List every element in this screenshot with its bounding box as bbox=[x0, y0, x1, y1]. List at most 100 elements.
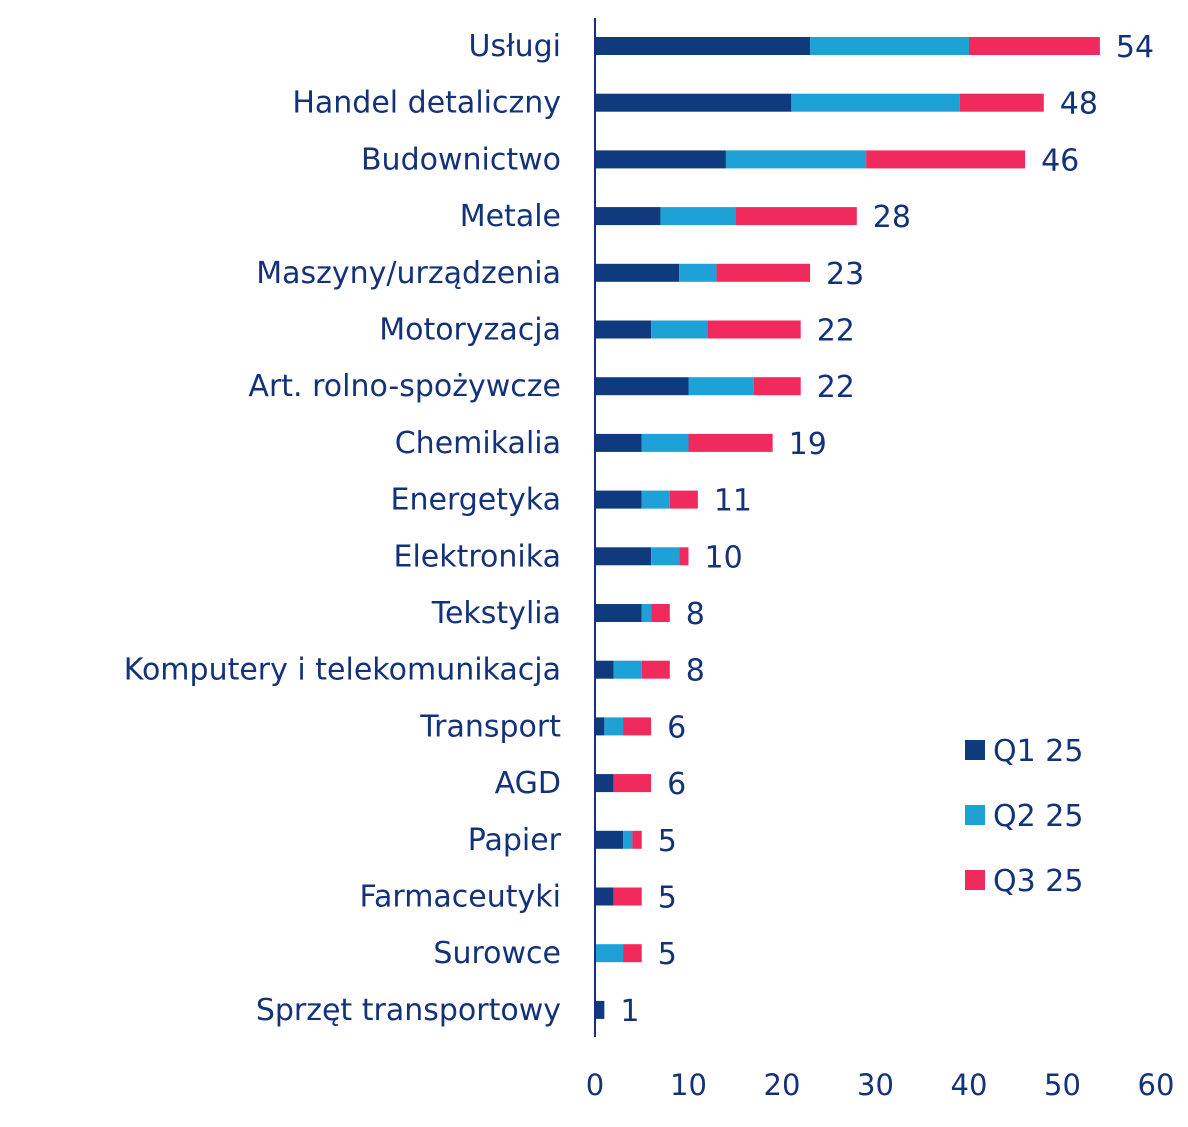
total-value-label: 8 bbox=[686, 654, 705, 689]
category-label: Art. rolno-spożywcze bbox=[248, 369, 561, 404]
bar-segment-q2-25 bbox=[595, 944, 624, 963]
total-value-label: 5 bbox=[658, 937, 677, 972]
category-labels: Usługi Handel detaliczny Budownictwo Metale… bbox=[124, 29, 562, 1028]
legend-label: Q1 25 bbox=[993, 734, 1083, 769]
x-tick-label: 10 bbox=[670, 1068, 707, 1102]
category-label: Maszyny/urządzenia bbox=[256, 256, 561, 291]
legend-label: Q2 25 bbox=[993, 799, 1083, 834]
category-label: Farmaceutyki bbox=[360, 880, 562, 915]
category-label: AGD bbox=[495, 766, 561, 801]
bar-segment-q3-25 bbox=[632, 830, 642, 849]
legend-swatch bbox=[965, 805, 985, 825]
total-value-label: 1 bbox=[620, 994, 639, 1029]
bar-segment-q1-25 bbox=[595, 37, 811, 55]
bar-segment-q3-25 bbox=[679, 547, 689, 566]
bar-segment-q1-25 bbox=[595, 604, 642, 622]
total-value-label: 48 bbox=[1060, 87, 1098, 122]
category-label: Budownictwo bbox=[361, 142, 561, 177]
bar-segment-q3-25 bbox=[969, 37, 1100, 55]
legend-swatch bbox=[965, 870, 985, 890]
x-tick-label: 20 bbox=[764, 1068, 801, 1102]
category-label: Papier bbox=[468, 823, 562, 858]
bar-segment-q2-25 bbox=[623, 830, 633, 849]
bar-segment-q3-25 bbox=[735, 207, 857, 226]
bar-segment-q1-25 bbox=[595, 774, 614, 793]
category-label: Elektronika bbox=[394, 539, 562, 574]
legend-swatch bbox=[965, 740, 985, 760]
bar-segment-q2-25 bbox=[651, 547, 680, 566]
x-axis-tick-labels: 0 10 20 30 40 50 60 bbox=[586, 1068, 1175, 1102]
category-label: Motoryzacja bbox=[379, 313, 561, 348]
bar-segment-q1-25 bbox=[595, 830, 624, 849]
bar-segment-q2-25 bbox=[810, 37, 969, 55]
total-value-label: 5 bbox=[658, 881, 677, 916]
bar-segment-q3-25 bbox=[959, 93, 1044, 112]
total-value-label: 6 bbox=[667, 710, 686, 745]
total-value-label: 6 bbox=[667, 767, 686, 802]
category-label: Sprzęt transportowy bbox=[256, 993, 561, 1028]
bar-segment-q1-25 bbox=[595, 433, 642, 452]
bar-segment-q3-25 bbox=[641, 660, 670, 679]
category-label: Handel detaliczny bbox=[292, 86, 561, 121]
category-label: Surowce bbox=[433, 936, 561, 971]
bars-group bbox=[595, 37, 1100, 1019]
bar-segment-q2-25 bbox=[791, 93, 960, 112]
bar-segment-q2-25 bbox=[688, 377, 754, 396]
bar-segment-q1-25 bbox=[595, 717, 605, 736]
bar-segment-q3-25 bbox=[707, 320, 801, 339]
x-tick-label: 60 bbox=[1138, 1068, 1175, 1102]
category-label: Tekstylia bbox=[431, 596, 561, 631]
bar-segment-q1-25 bbox=[595, 1000, 605, 1019]
total-value-label: 23 bbox=[826, 257, 864, 292]
bar-segment-q1-25 bbox=[595, 320, 652, 339]
total-value-label: 22 bbox=[817, 370, 855, 405]
bar-segment-q2-25 bbox=[651, 320, 708, 339]
bar-segment-q3-25 bbox=[669, 490, 698, 509]
total-value-label: 10 bbox=[705, 540, 743, 575]
x-tick-label: 30 bbox=[857, 1068, 894, 1102]
bar-segment-q2-25 bbox=[613, 660, 642, 679]
bar-segment-q1-25 bbox=[595, 207, 661, 226]
category-label: Metale bbox=[460, 199, 561, 234]
category-label: Usługi bbox=[468, 29, 561, 64]
bar-segment-q2-25 bbox=[641, 604, 652, 622]
bar-segment-q1-25 bbox=[595, 150, 726, 169]
bar-segment-q2-25 bbox=[725, 150, 867, 169]
total-value-label: 54 bbox=[1116, 30, 1154, 65]
total-value-label: 11 bbox=[714, 484, 752, 519]
legend-label: Q3 25 bbox=[993, 864, 1083, 899]
bar-segment-q1-25 bbox=[595, 263, 680, 282]
category-label: Energetyka bbox=[391, 483, 561, 518]
bar-segment-q1-25 bbox=[595, 490, 642, 509]
bar-segment-q3-25 bbox=[623, 944, 642, 963]
bar-segment-q3-25 bbox=[613, 774, 652, 793]
bar-segment-q1-25 bbox=[595, 93, 792, 112]
bar-segment-q2-25 bbox=[660, 207, 736, 226]
total-value-label: 28 bbox=[873, 200, 911, 235]
bar-segment-q1-25 bbox=[595, 377, 689, 396]
bar-segment-q3-25 bbox=[866, 150, 1026, 169]
bar-segment-q2-25 bbox=[641, 433, 689, 452]
bar-segment-q3-25 bbox=[716, 263, 811, 282]
total-value-label: 19 bbox=[789, 427, 827, 462]
bar-segment-q2-25 bbox=[604, 717, 624, 736]
bar-segment-q2-25 bbox=[641, 490, 670, 509]
category-label: Transport bbox=[419, 709, 561, 744]
total-value-label: 46 bbox=[1041, 143, 1079, 178]
bar-segment-q2-25 bbox=[679, 263, 717, 282]
bar-segment-q1-25 bbox=[595, 660, 614, 679]
total-value-label: 22 bbox=[817, 314, 855, 349]
total-value-label: 5 bbox=[658, 824, 677, 859]
x-tick-label: 0 bbox=[586, 1068, 604, 1102]
bar-segment-q1-25 bbox=[595, 887, 614, 906]
category-label: Chemikalia bbox=[395, 426, 561, 461]
category-label: Komputery i telekomunikacja bbox=[124, 653, 561, 688]
bar-segment-q3-25 bbox=[688, 433, 773, 452]
x-tick-label: 40 bbox=[951, 1068, 988, 1102]
bar-segment-q3-25 bbox=[651, 604, 670, 622]
x-tick-label: 50 bbox=[1044, 1068, 1081, 1102]
bar-segment-q3-25 bbox=[753, 377, 801, 396]
bar-segment-q3-25 bbox=[623, 717, 652, 736]
